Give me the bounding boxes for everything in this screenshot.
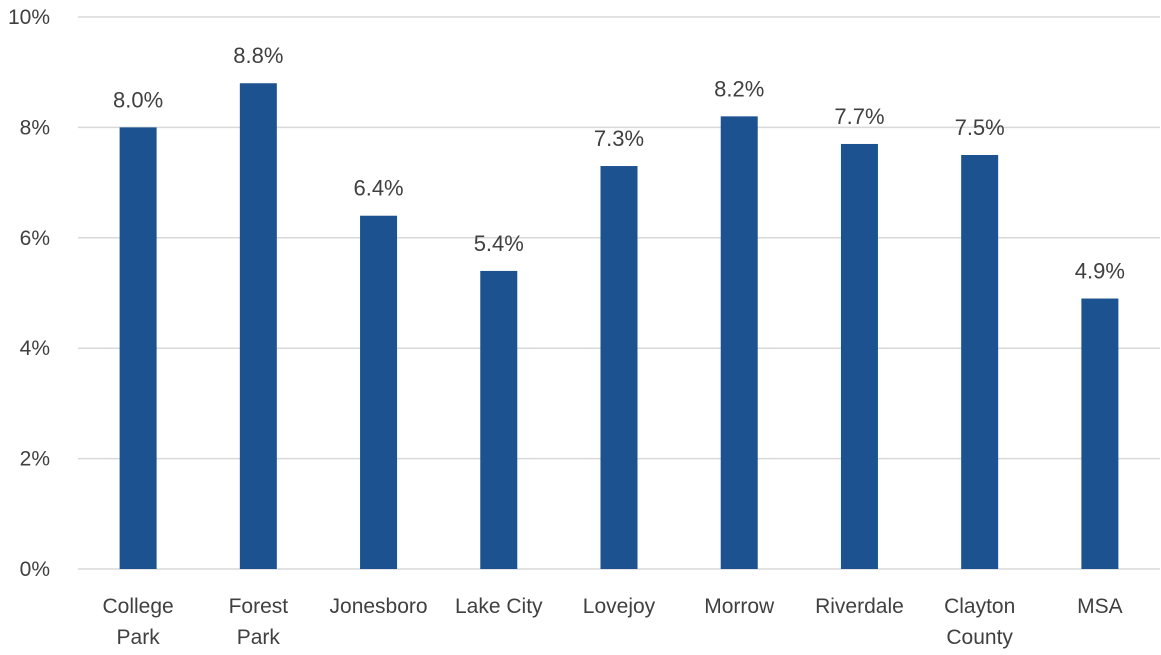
x-axis-category-labels: College Park Forest Park Jonesboro Lake City L… bbox=[103, 595, 1123, 649]
x-category-label-line: College bbox=[103, 595, 174, 618]
x-category-label: Clayton County bbox=[944, 595, 1015, 649]
x-category-label-line: Park bbox=[237, 626, 281, 649]
x-category-label: Forest Park bbox=[229, 595, 289, 649]
data-label: 8.8% bbox=[233, 43, 283, 68]
data-labels: 8.0% 8.8% 6.4% 5.4% 7.3% 8.2% 7.7% 7.5% 4.9% bbox=[113, 43, 1125, 283]
x-category-label-line: MSA bbox=[1077, 595, 1123, 618]
x-category-label: MSA bbox=[1077, 595, 1123, 618]
bar bbox=[961, 155, 999, 569]
bar bbox=[239, 83, 277, 570]
data-label: 4.9% bbox=[1075, 259, 1125, 284]
data-label: 7.3% bbox=[594, 126, 644, 151]
x-category-label-line: Clayton bbox=[944, 595, 1015, 618]
x-category-label: Riverdale bbox=[815, 595, 904, 618]
y-tick-label: 2% bbox=[20, 448, 50, 471]
data-label: 8.2% bbox=[714, 76, 764, 101]
bar bbox=[840, 143, 878, 569]
bars bbox=[119, 83, 1119, 570]
bar bbox=[1081, 298, 1119, 569]
x-category-label-line: Morrow bbox=[704, 595, 775, 618]
bar bbox=[720, 116, 758, 570]
y-tick-label: 10% bbox=[8, 6, 50, 29]
x-category-label: Morrow bbox=[704, 595, 775, 618]
x-category-label-line: Lovejoy bbox=[583, 595, 656, 618]
x-category-label: Lovejoy bbox=[583, 595, 656, 618]
y-tick-label: 4% bbox=[20, 337, 50, 360]
bar bbox=[119, 127, 157, 570]
bar bbox=[360, 215, 398, 569]
data-label: 6.4% bbox=[353, 176, 403, 201]
x-category-label-line: Lake City bbox=[455, 595, 543, 618]
x-category-label-line: Forest bbox=[229, 595, 289, 618]
bar bbox=[600, 166, 638, 570]
y-tick-label: 0% bbox=[20, 558, 50, 581]
data-label: 7.7% bbox=[834, 104, 884, 129]
x-category-label-line: Jonesboro bbox=[330, 595, 428, 618]
x-category-label: Lake City bbox=[455, 595, 543, 618]
y-tick-label: 6% bbox=[20, 227, 50, 250]
data-label: 7.5% bbox=[955, 115, 1005, 140]
x-category-label: Jonesboro bbox=[330, 595, 428, 618]
y-tick-label: 8% bbox=[20, 116, 50, 139]
data-label: 8.0% bbox=[113, 87, 163, 112]
bar bbox=[480, 270, 518, 569]
x-category-label: College Park bbox=[103, 595, 174, 649]
x-category-label-line: Riverdale bbox=[815, 595, 904, 618]
x-category-label-line: County bbox=[946, 626, 1013, 649]
x-category-label-line: Park bbox=[117, 626, 161, 649]
y-axis-tick-labels: 0% 2% 4% 6% 8% 10% bbox=[8, 6, 50, 581]
data-label: 5.4% bbox=[474, 231, 524, 256]
